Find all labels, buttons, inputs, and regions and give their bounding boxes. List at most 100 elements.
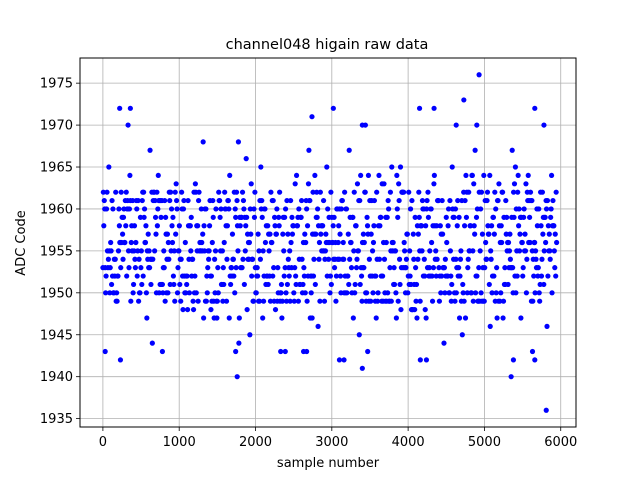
plot-frame xyxy=(79,57,577,428)
data-point xyxy=(406,189,412,195)
data-point xyxy=(362,122,368,128)
data-point xyxy=(212,256,218,262)
data-point xyxy=(345,231,351,237)
data-point xyxy=(168,206,175,212)
data-point xyxy=(412,306,418,313)
data-point xyxy=(142,239,149,246)
data-point xyxy=(119,231,126,237)
data-point xyxy=(486,281,492,288)
data-point xyxy=(126,206,133,212)
data-point xyxy=(469,172,475,179)
data-point xyxy=(509,147,515,153)
data-point xyxy=(407,248,413,254)
data-point xyxy=(498,223,504,229)
data-point xyxy=(359,365,365,371)
data-point xyxy=(282,206,289,212)
data-point xyxy=(112,256,118,262)
data-point xyxy=(472,231,478,237)
data-point xyxy=(423,357,430,363)
data-point xyxy=(539,256,545,262)
data-point xyxy=(446,290,453,296)
data-point xyxy=(352,281,358,288)
x-axis-label: sample number xyxy=(277,456,380,471)
data-point xyxy=(120,214,127,220)
data-point xyxy=(270,273,276,279)
data-point xyxy=(413,298,419,304)
data-point xyxy=(549,290,555,296)
data-point xyxy=(394,172,400,179)
data-point xyxy=(150,256,156,262)
data-point xyxy=(350,315,356,321)
data-point xyxy=(470,298,476,304)
data-point xyxy=(429,298,436,304)
data-point xyxy=(289,231,296,237)
data-point xyxy=(183,290,189,296)
data-point xyxy=(456,315,463,321)
data-point xyxy=(195,197,202,204)
data-point xyxy=(481,172,487,179)
data-point xyxy=(144,315,150,321)
data-point xyxy=(206,256,212,262)
data-point xyxy=(553,273,559,279)
data-point xyxy=(224,223,231,229)
data-point xyxy=(247,206,253,212)
data-point xyxy=(167,281,173,288)
data-point xyxy=(254,265,260,271)
data-point xyxy=(419,197,426,204)
data-point xyxy=(508,374,514,380)
data-point xyxy=(152,197,158,204)
data-point xyxy=(359,298,365,304)
data-point xyxy=(489,290,495,296)
data-point xyxy=(204,290,210,296)
data-point xyxy=(369,248,376,254)
data-point xyxy=(235,139,242,145)
data-point xyxy=(448,298,454,304)
data-point xyxy=(124,273,130,279)
data-point xyxy=(301,273,307,279)
data-point xyxy=(396,197,402,204)
data-point xyxy=(411,256,417,262)
data-point xyxy=(195,298,201,304)
data-point xyxy=(206,248,212,254)
data-point xyxy=(435,197,442,204)
data-point xyxy=(278,290,284,296)
data-point xyxy=(373,315,379,321)
data-point xyxy=(520,265,526,271)
data-point xyxy=(134,273,140,279)
data-point xyxy=(499,189,506,195)
data-point xyxy=(497,298,503,304)
data-point xyxy=(473,214,480,220)
data-point xyxy=(289,214,295,220)
data-point xyxy=(260,298,267,304)
data-point xyxy=(328,189,334,195)
data-point xyxy=(291,298,297,304)
data-point xyxy=(218,206,224,212)
data-point xyxy=(370,290,376,296)
data-point xyxy=(441,265,448,271)
data-point xyxy=(505,281,511,288)
data-point xyxy=(136,298,142,304)
data-point xyxy=(403,265,409,271)
data-point xyxy=(484,189,491,195)
data-point xyxy=(532,239,538,246)
data-point xyxy=(437,223,443,229)
data-point xyxy=(318,231,324,237)
data-point xyxy=(215,265,221,271)
data-point xyxy=(101,223,107,229)
y-tick-label: 1950 xyxy=(40,286,73,301)
data-point xyxy=(479,231,486,237)
data-point xyxy=(461,298,467,304)
data-point xyxy=(256,298,263,304)
data-point xyxy=(366,256,372,262)
data-point xyxy=(177,281,183,288)
data-point xyxy=(371,223,377,229)
x-tick-label: 1000 xyxy=(163,435,196,450)
data-point xyxy=(192,273,198,279)
x-tick-label: 6000 xyxy=(544,435,577,450)
data-point xyxy=(266,248,272,254)
data-point xyxy=(174,206,180,212)
data-point xyxy=(368,231,374,237)
data-point xyxy=(282,214,288,220)
data-point xyxy=(510,357,517,363)
data-point xyxy=(431,181,437,187)
